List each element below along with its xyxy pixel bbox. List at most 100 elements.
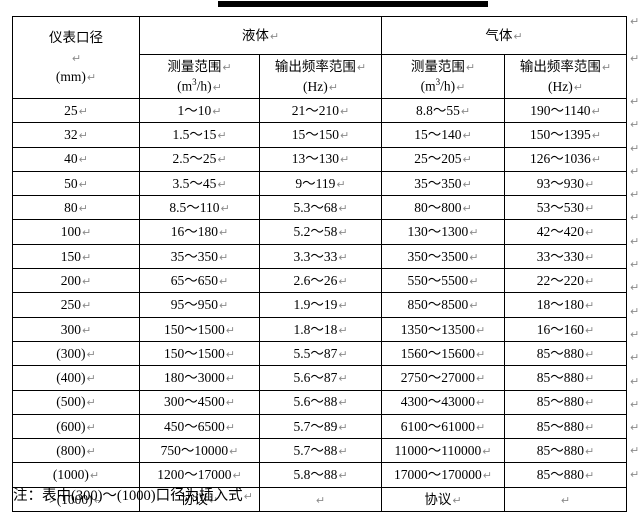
paragraph-mark-icon: ↵: [217, 177, 227, 191]
header-cell-nominal-diameter: 仪表口径 ↵ (mm)↵: [12, 16, 140, 99]
cell-gas-output-frequency: 126～1036↵: [504, 146, 627, 172]
cell-gas-measuring-range-value: 550～5500: [407, 272, 469, 288]
header-gas-freq-label: 输出频率范围: [519, 58, 601, 74]
header-cell-liquid-group: 液体↵: [139, 16, 382, 55]
paragraph-mark-icon: ↵: [630, 52, 640, 65]
paragraph-mark-icon: ↵: [469, 274, 479, 288]
cell-gas-measuring-range: 8.8～55↵: [381, 97, 505, 124]
cell-gas-output-frequency-value: 190～1140: [530, 102, 591, 118]
paragraph-mark-icon: ↵: [338, 469, 348, 483]
paragraph-mark-icon: ↵: [356, 60, 367, 74]
cell-gas-output-frequency: 22～220↵: [504, 268, 627, 294]
table-row: (800)↵ 750～10000↵ 5.7～88↵ 11000～110000↵ 85～8…: [12, 438, 627, 464]
paragraph-mark-icon: ↵: [82, 323, 92, 337]
paragraph-mark-icon: ↵: [601, 60, 612, 74]
cell-liquid-output-frequency: 1.8～18↵: [259, 316, 382, 342]
cell-nominal-diameter: (800)↵: [12, 438, 140, 464]
outside-paragraph-marks: ↵ ↵ ↵ ↵ ↵ ↵ ↵ ↵ ↵ ↵ ↵ ↵ ↵ ↵ ↵ ↵ ↵ ↵ ↵: [630, 16, 641, 492]
paragraph-mark-icon: ↵: [78, 104, 88, 118]
header-cell-gas-group: 气体↵: [381, 16, 627, 55]
cell-gas-output-frequency: 93～930↵: [504, 170, 627, 197]
cell-liquid-measuring-range-value: 1200～17000: [157, 467, 232, 483]
cell-gas-output-frequency-value: 126～1036: [530, 151, 591, 167]
paragraph-mark-icon: ↵: [560, 493, 571, 507]
paragraph-mark-icon: ↵: [630, 188, 640, 202]
cell-liquid-output-frequency-value: 1.9～19: [293, 297, 338, 313]
paragraph-mark-icon: ↵: [469, 250, 479, 264]
cell-nominal-diameter: 40↵: [12, 146, 140, 172]
cell-gas-measuring-range: 2750～27000↵: [381, 365, 505, 391]
cell-nominal-diameter-value: 25: [64, 102, 78, 118]
paragraph-mark-icon: ↵: [476, 323, 486, 337]
paragraph-mark-icon: ↵: [338, 323, 348, 337]
paragraph-mark-icon: ↵: [476, 372, 486, 386]
paragraph-mark-icon: ↵: [456, 80, 466, 94]
cell-gas-measuring-range: 15～140↵: [381, 122, 505, 148]
header-cell-gas-measuring-range: 测量范围↵ (m3/h)↵: [381, 54, 505, 99]
paragraph-mark-icon: ↵: [219, 250, 229, 264]
paragraph-mark-icon: ↵: [462, 202, 472, 216]
paragraph-mark-icon: ↵: [585, 323, 595, 337]
cell-gas-output-frequency-value: 150～1395: [530, 127, 591, 143]
cell-nominal-diameter-value: 50: [64, 175, 78, 191]
cell-liquid-measuring-range: 450～6500↵: [139, 413, 260, 440]
cell-liquid-output-frequency: 5.6～88↵: [259, 389, 382, 415]
cell-gas-output-frequency-value: 85～880: [536, 443, 585, 459]
cell-liquid-measuring-range-value: 3.5～45: [172, 175, 217, 191]
header-nominal-diameter-label: 仪表口径: [49, 30, 103, 46]
cell-nominal-diameter: (300)↵: [12, 340, 140, 367]
paragraph-mark-icon: ↵: [630, 118, 640, 132]
header-cell-gas-output-frequency-range: 输出频率范围↵ (Hz)↵: [504, 54, 627, 99]
table-row: 100↵ 16～180↵ 5.2～58↵ 130～1300↵ 42～420↵: [12, 219, 627, 245]
table-header-group-row: 仪表口径 ↵ (mm)↵ 液体↵ 气体↵: [12, 16, 627, 99]
paragraph-mark-icon: ↵: [338, 396, 348, 410]
cell-gas-measuring-range-value: 35～350: [414, 175, 462, 191]
cell-nominal-diameter-value: >(1000): [49, 491, 93, 507]
paragraph-mark-icon: ↵: [585, 445, 595, 459]
paragraph-mark-icon: ↵: [585, 372, 595, 386]
cell-liquid-measuring-range: 35～350↵: [139, 243, 260, 270]
cell-liquid-output-frequency: 5.6～87↵: [259, 365, 382, 391]
cell-gas-output-frequency: 85～880↵: [504, 462, 627, 488]
cell-nominal-diameter-value: 300: [60, 321, 82, 337]
cell-gas-output-frequency-value: 18～180: [536, 297, 585, 313]
cell-gas-output-frequency-value: 85～880: [536, 394, 585, 410]
cell-liquid-output-frequency-value: 21～210: [291, 102, 340, 118]
cell-nominal-diameter-value: (500): [56, 394, 86, 410]
cell-nominal-diameter: (1000)↵: [12, 462, 140, 488]
cell-liquid-measuring-range: 300～4500↵: [139, 389, 260, 415]
paragraph-mark-icon: ↵: [338, 226, 348, 240]
paragraph-mark-icon: ↵: [82, 250, 92, 264]
cell-gas-measuring-range: 80～800↵: [381, 195, 505, 221]
cell-nominal-diameter: 80↵: [12, 195, 140, 221]
paragraph-mark-icon: ↵: [476, 347, 486, 361]
paragraph-mark-icon: ↵: [630, 327, 640, 341]
header-gas-freq-unit: (Hz): [548, 78, 573, 94]
paragraph-mark-icon: ↵: [630, 374, 640, 388]
cell-gas-output-frequency-value: 85～880: [536, 418, 585, 434]
paragraph-mark-icon: ↵: [340, 104, 350, 118]
cell-nominal-diameter-value: 250: [60, 297, 82, 313]
cell-gas-output-frequency-value: 22～220: [536, 272, 585, 288]
cell-liquid-measuring-range-value: 16～180: [170, 224, 219, 240]
cell-liquid-output-frequency-value: 5.7～88: [293, 443, 338, 459]
cell-liquid-measuring-range-value: 150～1500: [164, 321, 225, 337]
cell-liquid-measuring-range: 1.5～15↵: [139, 122, 260, 148]
cell-liquid-measuring-range-value: 300～4500: [164, 394, 225, 410]
paragraph-mark-icon: ↵: [585, 347, 595, 361]
paragraph-mark-icon: ↵: [452, 493, 462, 507]
table-row: 200↵ 65～650↵ 2.6～26↵ 550～5500↵ 22～220↵: [12, 268, 627, 294]
table-row: 25↵ 1～10↵ 21～210↵ 8.8～55↵ 190～1140↵: [12, 97, 627, 124]
paragraph-mark-icon: ↵: [86, 372, 96, 386]
paragraph-mark-icon: ↵: [219, 274, 229, 288]
cell-liquid-output-frequency: 5.7～89↵: [259, 413, 382, 440]
table-row: 150↵ 35～350↵ 3.3～33↵ 350～3500↵ 33～330↵: [12, 243, 627, 270]
paragraph-mark-icon: ↵: [476, 396, 486, 410]
paragraph-mark-icon: ↵: [585, 177, 595, 191]
paragraph-mark-icon: ↵: [585, 420, 595, 434]
cell-gas-measuring-range: 11000～110000↵: [381, 438, 505, 464]
paragraph-mark-icon: ↵: [630, 95, 640, 108]
cell-liquid-output-frequency: 15～150↵: [259, 122, 382, 148]
cell-nominal-diameter-value: 100: [60, 224, 82, 240]
paragraph-mark-icon: ↵: [82, 274, 92, 288]
